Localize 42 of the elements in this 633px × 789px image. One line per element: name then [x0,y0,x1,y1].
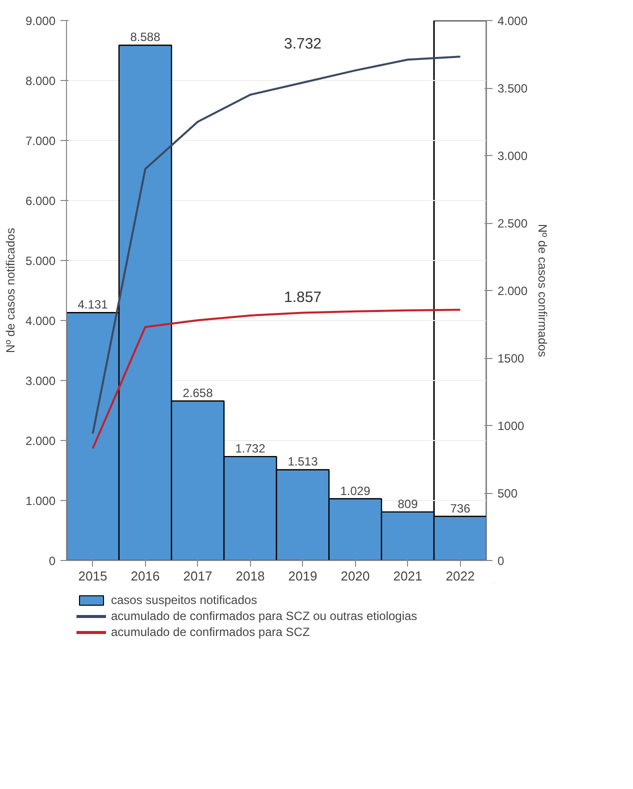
data-label: 4.131 [78,298,108,312]
y-tick-label: 8.000 [25,74,56,88]
y-tick-label: 3.000 [25,374,56,388]
y2-tick-label: 1000 [498,419,525,433]
x-tick-label: 2019 [288,568,318,584]
y-tick-label: 4.000 [25,314,56,328]
y-tick-label: 9.000 [25,14,56,28]
x-tick-label: 2018 [236,568,265,584]
y2-tick-label: 500 [498,486,518,500]
y2-tick-label: 4.000 [498,14,528,28]
annotation: 3.732 [284,36,322,53]
data-label: 2.658 [182,386,214,400]
y2-axis-title: Nº de casos confirmados [536,224,550,358]
y-tick-label: 0 [48,554,56,568]
y2-tick-label: 2.000 [498,284,528,298]
y2-tick-label: 0 [498,554,504,568]
data-label: 809 [398,496,418,511]
y2-tick-label: 2.500 [498,216,528,230]
annotation: 1.857 [284,288,322,306]
y-axis-title: Nº de casos notificados [3,228,18,354]
x-tick-label: 2020 [340,568,370,584]
x-tick-label: 2022 [446,568,475,584]
data-label: 736 [450,501,471,516]
x-tick-label: 2015 [78,568,108,584]
x-tick-label: 2016 [130,568,160,584]
y-tick-label: 7.000 [25,134,56,148]
y-tick-label: 1.000 [25,494,56,508]
x-tick-label: 2017 [183,568,212,584]
legend-label: acumulado de confirmados para SCZ [111,625,310,639]
x-tick-label: 2021 [393,568,422,584]
y2-tick-label: 1500 [498,352,525,366]
y-tick-label: 5.000 [25,254,56,268]
y2-tick-label: 3.500 [498,82,528,96]
legend-label: acumulado de confirmados para SCZ ou outras etiologias [111,609,418,623]
y-tick-label: 2.000 [25,434,56,448]
data-label: 1.029 [340,484,371,498]
y-tick-label: 6.000 [25,194,56,208]
y2-tick-label: 3.000 [498,149,528,163]
legend-label: casos suspeitos notificados [111,593,258,607]
data-label: 1.513 [288,454,318,469]
data-label: 1.732 [235,442,266,456]
data-label: 8.588 [130,30,161,44]
